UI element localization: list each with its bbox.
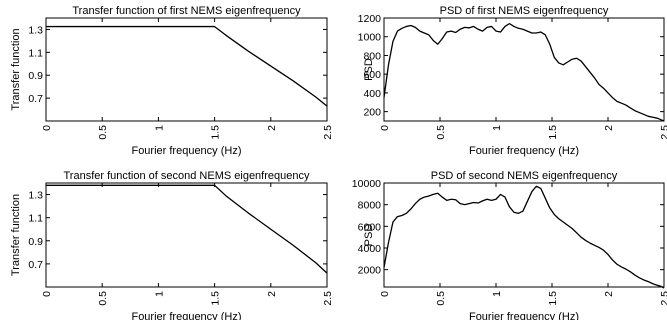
x-tick-label: 2 [603, 125, 615, 131]
y-tick-label: 8000 [358, 200, 382, 212]
plot-area [45, 182, 328, 288]
x-tick-label: 1.5 [210, 291, 222, 306]
y-axis-label: Transfer function [10, 194, 22, 276]
x-tick-label: 2.5 [659, 291, 667, 306]
y-tick-label: 1.3 [28, 24, 43, 36]
chart-1: Transfer function of first NEMS eigenfre… [10, 5, 334, 157]
series-line [46, 25, 328, 107]
x-tick-label: 1.5 [210, 125, 222, 140]
y-tick-label: 1000 [358, 32, 382, 44]
series-line [383, 22, 665, 122]
x-tick-label: 0 [41, 125, 53, 131]
y-tick-label: 0.7 [28, 259, 43, 271]
x-tick-label: 0.5 [97, 291, 109, 306]
chart-title: PSD of first NEMS eigenfrequency [440, 5, 609, 17]
y-tick-label: 400 [363, 88, 381, 100]
y-tick-label: 600 [363, 69, 381, 81]
x-tick-label: 0.5 [97, 125, 109, 140]
series-line [383, 185, 665, 289]
chart-title: Transfer function of second NEMS eigenfr… [63, 170, 310, 182]
x-axis-label: Fourier frequency (Hz) [469, 145, 579, 157]
y-tick-label: 1.3 [28, 190, 43, 202]
x-tick-label: 2 [266, 125, 278, 131]
x-axis-label: Fourier frequency (Hz) [131, 311, 241, 320]
y-tick-label: 1.1 [28, 47, 43, 59]
y-tick-label: 6000 [358, 221, 382, 233]
x-tick-label: 0 [41, 291, 53, 297]
x-tick-label: 1 [153, 125, 165, 131]
series-line [46, 184, 328, 274]
y-tick-label: 200 [363, 107, 381, 119]
chart-title: PSD of second NEMS eigenfrequency [431, 170, 618, 182]
x-tick-label: 2.5 [322, 291, 334, 306]
x-tick-label: 2 [266, 291, 278, 297]
y-tick-label: 0.9 [28, 70, 43, 82]
x-tick-label: 0.5 [435, 125, 447, 140]
x-axis-label: Fourier frequency (Hz) [131, 145, 241, 157]
plot-area [383, 182, 665, 288]
y-axis-label: PSD [363, 224, 375, 247]
y-axis-label: Transfer function [10, 28, 22, 110]
y-tick-label: 0.7 [28, 93, 43, 105]
x-tick-label: 1 [491, 125, 503, 131]
x-tick-label: 0.5 [435, 291, 447, 306]
chart-2: PSD of first NEMS eigenfrequency 0 0.5 1 1.5… [358, 5, 667, 157]
plot-area [383, 17, 665, 122]
y-tick-label: 10000 [352, 178, 381, 190]
x-tick-label: 2.5 [322, 125, 334, 140]
y-tick-label: 2000 [358, 265, 382, 277]
x-tick-label: 1 [153, 291, 165, 297]
x-tick-label: 2 [603, 291, 615, 297]
plot-area [45, 17, 328, 122]
x-tick-label: 0 [379, 125, 391, 131]
y-tick-label: 4000 [358, 243, 382, 255]
x-axis-label: Fourier frequency (Hz) [469, 311, 579, 320]
y-tick-label: 1.1 [28, 213, 43, 225]
y-tick-label: 800 [363, 50, 381, 62]
y-axis-label: PSD [363, 58, 375, 81]
y-tick-label: 0.9 [28, 236, 43, 248]
x-tick-label: 1.5 [547, 291, 559, 306]
x-tick-label: 1 [491, 291, 503, 297]
chart-title: Transfer function of first NEMS eigenfre… [72, 5, 301, 17]
chart-3: Transfer function of second NEMS eigenfr… [10, 170, 334, 320]
chart-4: PSD of second NEMS eigenfrequency 0 0.5 1 1.… [352, 170, 667, 320]
y-tick-label: 1200 [358, 13, 382, 25]
x-tick-label: 1.5 [547, 125, 559, 140]
x-tick-label: 2.5 [659, 125, 667, 140]
x-tick-label: 0 [379, 291, 391, 297]
